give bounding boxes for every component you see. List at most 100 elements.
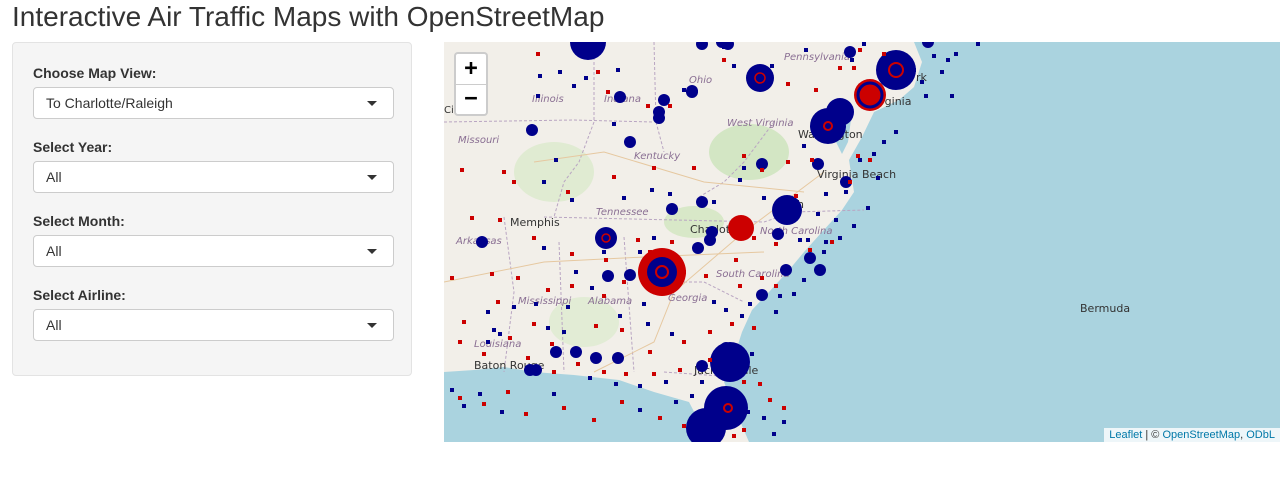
airport-marker[interactable] xyxy=(852,66,856,70)
airport-marker[interactable] xyxy=(570,198,574,202)
airport-marker[interactable] xyxy=(758,382,762,386)
airport-marker[interactable] xyxy=(720,342,732,354)
airport-marker[interactable] xyxy=(834,218,838,222)
airport-marker[interactable] xyxy=(872,152,876,156)
airport-marker[interactable] xyxy=(550,346,562,358)
airport-marker[interactable] xyxy=(794,194,798,198)
airport-marker[interactable] xyxy=(786,82,790,86)
airport-marker[interactable] xyxy=(512,305,516,309)
airport-marker[interactable] xyxy=(486,310,490,314)
airport-marker[interactable] xyxy=(462,320,466,324)
airport-marker[interactable] xyxy=(772,432,776,436)
airport-marker[interactable] xyxy=(592,418,596,422)
airport-marker[interactable] xyxy=(724,308,728,312)
airport-marker[interactable] xyxy=(722,58,726,62)
airport-marker[interactable] xyxy=(524,412,528,416)
airport-marker[interactable] xyxy=(610,240,614,244)
airport-marker[interactable] xyxy=(708,358,712,362)
airport-marker[interactable] xyxy=(648,350,652,354)
airport-marker[interactable] xyxy=(876,50,916,90)
airport-marker[interactable] xyxy=(748,302,752,306)
airport-marker[interactable] xyxy=(804,48,808,52)
airport-marker[interactable] xyxy=(924,94,928,98)
airport-marker[interactable] xyxy=(636,238,640,242)
airport-marker[interactable] xyxy=(752,236,756,240)
airport-marker[interactable] xyxy=(742,380,746,384)
airport-marker[interactable] xyxy=(852,224,856,228)
airport-marker[interactable] xyxy=(858,158,862,162)
airport-marker[interactable] xyxy=(692,242,704,254)
airport-marker[interactable] xyxy=(570,284,574,288)
airport-marker[interactable] xyxy=(746,410,750,414)
map-view-select[interactable]: To Charlotte/Raleigh xyxy=(33,87,394,119)
airport-marker[interactable] xyxy=(450,276,454,280)
airport-marker[interactable] xyxy=(496,300,500,304)
airport-marker[interactable] xyxy=(742,166,746,170)
airport-marker[interactable] xyxy=(622,196,626,200)
airport-marker[interactable] xyxy=(638,250,642,254)
airport-marker[interactable] xyxy=(814,88,818,92)
airport-marker[interactable] xyxy=(728,215,754,241)
airport-marker[interactable] xyxy=(894,130,898,134)
airport-marker[interactable] xyxy=(486,340,490,344)
airport-marker[interactable] xyxy=(850,58,854,62)
airport-marker[interactable] xyxy=(664,380,668,384)
airport-marker[interactable] xyxy=(866,206,870,210)
airport-marker[interactable] xyxy=(596,70,600,74)
airport-marker[interactable] xyxy=(888,62,904,78)
airport-marker[interactable] xyxy=(760,276,764,280)
airport-marker[interactable] xyxy=(690,394,694,398)
airport-marker[interactable] xyxy=(734,258,738,262)
airport-marker[interactable] xyxy=(856,154,860,158)
airport-marker[interactable] xyxy=(482,352,486,356)
airport-marker[interactable] xyxy=(922,42,934,48)
airport-marker[interactable] xyxy=(622,280,626,284)
airport-marker[interactable] xyxy=(732,64,736,68)
airport-marker[interactable] xyxy=(668,192,672,196)
airport-marker[interactable] xyxy=(652,166,656,170)
airport-marker[interactable] xyxy=(572,84,576,88)
airport-marker[interactable] xyxy=(682,424,686,428)
month-select[interactable]: All xyxy=(33,235,394,267)
airport-marker[interactable] xyxy=(502,170,506,174)
airport-marker[interactable] xyxy=(730,322,734,326)
airport-marker[interactable] xyxy=(524,364,536,376)
airport-marker[interactable] xyxy=(532,236,536,240)
airport-marker[interactable] xyxy=(722,45,726,49)
airport-marker[interactable] xyxy=(462,404,466,408)
airport-marker[interactable] xyxy=(823,121,833,131)
airport-marker[interactable] xyxy=(588,376,592,380)
airport-marker[interactable] xyxy=(584,76,588,80)
airport-marker[interactable] xyxy=(844,46,856,58)
airport-marker[interactable] xyxy=(658,94,670,106)
airport-marker[interactable] xyxy=(542,246,546,250)
airport-marker[interactable] xyxy=(822,250,826,254)
airport-marker[interactable] xyxy=(546,326,550,330)
airport-marker[interactable] xyxy=(682,88,686,92)
airport-marker[interactable] xyxy=(482,402,486,406)
airport-marker[interactable] xyxy=(612,122,616,126)
airport-marker[interactable] xyxy=(655,265,669,279)
airport-marker[interactable] xyxy=(576,362,580,366)
airport-marker[interactable] xyxy=(762,416,766,420)
airport-marker[interactable] xyxy=(602,294,606,298)
map-container[interactable]: Pennsylvania Ohio Illinois Indiana Misso… xyxy=(444,42,1280,442)
airport-marker[interactable] xyxy=(590,286,594,290)
airport-marker[interactable] xyxy=(810,158,814,162)
airport-marker[interactable] xyxy=(508,336,512,340)
airport-marker[interactable] xyxy=(566,190,570,194)
airport-marker[interactable] xyxy=(704,386,748,430)
airport-marker[interactable] xyxy=(550,342,554,346)
airport-marker[interactable] xyxy=(804,252,816,264)
airport-marker[interactable] xyxy=(774,284,778,288)
airport-marker[interactable] xyxy=(647,257,677,287)
airport-marker[interactable] xyxy=(476,236,488,248)
airport-marker[interactable] xyxy=(558,70,562,74)
airport-marker[interactable] xyxy=(814,264,826,276)
airport-marker[interactable] xyxy=(552,370,556,374)
airport-marker[interactable] xyxy=(696,196,708,208)
airport-marker[interactable] xyxy=(652,372,656,376)
map-canvas[interactable]: Pennsylvania Ohio Illinois Indiana Misso… xyxy=(444,42,1280,442)
airport-marker[interactable] xyxy=(458,396,462,400)
airport-marker[interactable] xyxy=(602,270,614,282)
